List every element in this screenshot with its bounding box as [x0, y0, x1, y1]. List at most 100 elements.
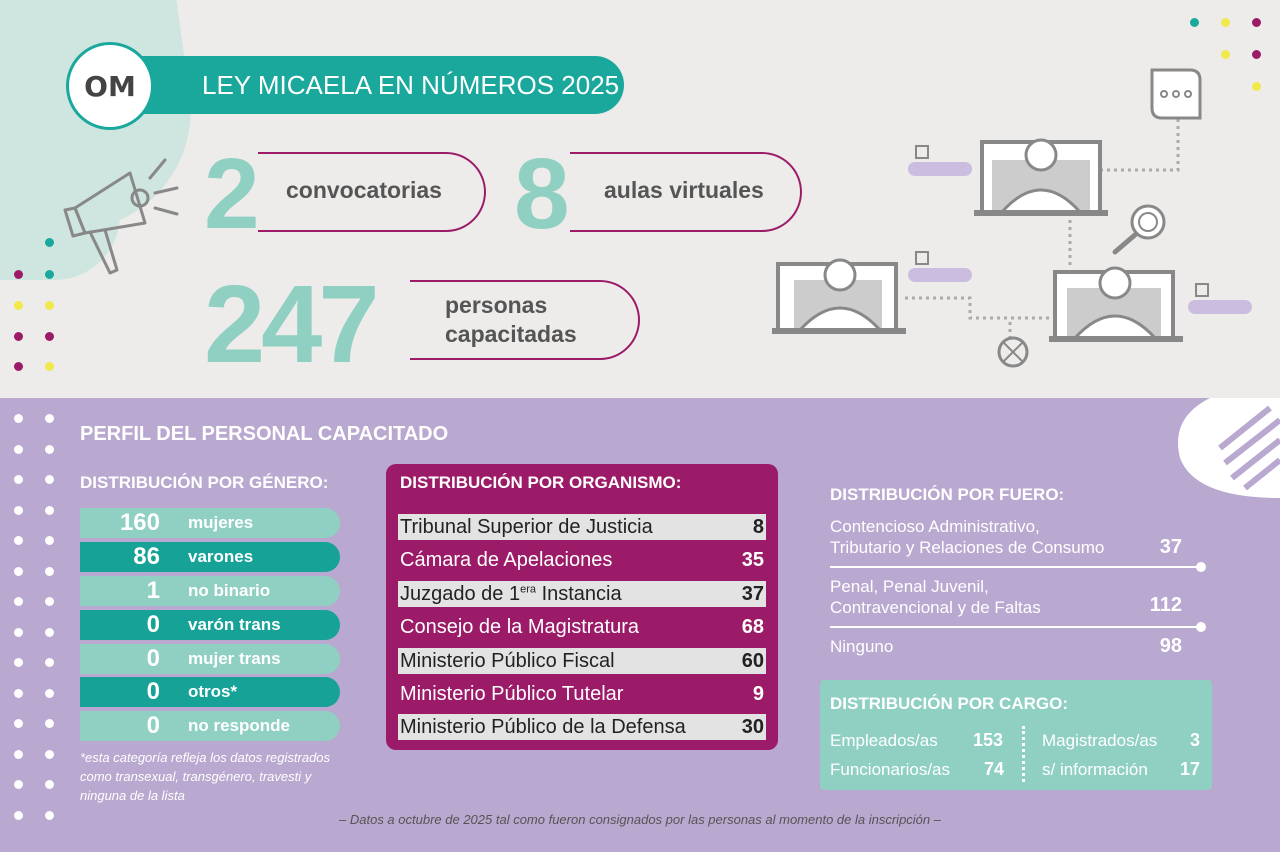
fuero-value: 98	[1159, 635, 1182, 657]
genero-row: 0 varón trans	[80, 610, 340, 640]
note-line: ninguna de la lista	[80, 788, 185, 803]
fuero-value: 37	[1159, 536, 1182, 558]
organismo-title: DISTRIBUCIÓN POR ORGANISMO:	[400, 473, 682, 492]
cargo-sin-info: s/ información 17	[1042, 759, 1200, 780]
genero-label: otros*	[188, 682, 238, 701]
genero-note: *esta categoría refleja los datos regist…	[80, 748, 370, 805]
decorative-dot	[45, 444, 54, 454]
organismo-row: Ministerio Público de la Defensa 30	[398, 714, 766, 740]
decorative-dot	[14, 810, 23, 820]
fuero-label: Contravencional y de Faltas	[830, 598, 1041, 617]
decorative-dot	[1221, 18, 1230, 27]
decorative-dot	[14, 719, 23, 728]
organismo-value: 35	[741, 548, 764, 571]
genero-row: 160 mujeres	[80, 508, 340, 538]
stat-convocatorias-label: convocatorias	[286, 177, 442, 203]
decorative-dot	[14, 505, 23, 515]
stat-aulas-value: 8	[514, 138, 570, 250]
organismo-panel	[386, 464, 778, 750]
organismo-label: Tribunal Superior de Justicia	[400, 515, 653, 538]
genero-value: 1	[146, 577, 160, 604]
decorative-dot	[14, 301, 23, 310]
fuero-row: Ninguno 98	[830, 636, 1202, 657]
cargo-value: 153	[973, 730, 1004, 750]
genero-label: no responde	[188, 716, 291, 735]
top-section: LEY MICAELA EN NÚMEROS 2025 OM 2 convoca…	[0, 0, 1280, 398]
organismo-value: 8	[752, 515, 764, 538]
fuero-label: Tributario y Relaciones de Consumo	[830, 538, 1105, 557]
cargo-value: 74	[984, 759, 1005, 779]
decorative-dot	[1221, 50, 1230, 59]
decorative-dot	[14, 362, 23, 371]
cargo-label: Funcionarios/as	[830, 760, 951, 779]
fuero-label: Contencioso Administrativo,	[830, 517, 1040, 536]
decorative-dot	[45, 414, 54, 423]
genero-row: 1 no binario	[80, 576, 340, 606]
cargo-empleados: Empleados/as 153	[830, 730, 1003, 751]
organismo-label: Juzgado de 1era Instancia	[400, 583, 622, 606]
cargo-label: Empleados/as	[830, 731, 938, 750]
genero-row: 0 no responde	[80, 711, 340, 741]
stat-frame	[410, 280, 640, 360]
om-logo: OM	[66, 42, 154, 130]
organismo-row: Juzgado de 1era Instancia 37	[398, 581, 766, 607]
decorative-dot	[1190, 18, 1199, 27]
stat-personas-value: 247	[204, 263, 380, 386]
decorative-dot	[14, 475, 23, 484]
genero-label: mujeres	[188, 513, 254, 532]
decorative-dot	[14, 658, 23, 667]
decorative-dot	[45, 505, 54, 515]
decorative-dot	[14, 780, 23, 789]
decorative-dot	[1252, 18, 1261, 27]
decorative-dot	[14, 749, 23, 759]
cargo-label: Magistrados/as	[1042, 731, 1158, 750]
decorative-dot	[45, 688, 54, 698]
organismo-value: 60	[741, 649, 764, 672]
decorative-dot	[45, 566, 54, 576]
stat-personas-label-2: capacitadas	[445, 321, 577, 347]
megaphone-icon	[63, 158, 179, 275]
genero-value: 86	[133, 543, 160, 570]
decorative-dot	[14, 414, 23, 423]
cargo-magistrados: Magistrados/as 3	[1042, 730, 1200, 751]
divider	[1022, 726, 1025, 782]
fuero-label: Penal, Penal Juvenil,	[830, 577, 989, 596]
footer-note: – Datos a octubre de 2025 tal como fuero…	[339, 812, 941, 827]
note-line: *esta categoría refleja los datos regist…	[80, 750, 331, 765]
decorative-dot	[45, 627, 54, 637]
stat-frame	[258, 152, 486, 232]
decorative-dot	[45, 749, 54, 759]
stat-convocatorias-value: 2	[204, 138, 260, 250]
fuero-row: Contencioso Administrativo, Tributario y…	[830, 516, 1202, 558]
genero-label: varón trans	[188, 615, 281, 634]
decorative-dot	[45, 658, 54, 667]
logo-text: OM	[84, 69, 136, 103]
note-line: como transexual, transgénero, travesti y	[80, 769, 312, 784]
genero-value: 0	[146, 645, 160, 672]
organismo-row: Consejo de la Magistratura 68	[398, 614, 766, 640]
organismo-label: Ministerio Público Tutelar	[400, 682, 624, 705]
organismo-value: 68	[741, 615, 764, 638]
decorative-dot	[14, 688, 23, 698]
organismo-value: 37	[741, 582, 764, 605]
page-title: LEY MICAELA EN NÚMEROS 2025	[110, 56, 624, 114]
decorative-dot	[1252, 50, 1261, 59]
cargo-panel	[820, 680, 1212, 790]
cargo-value: 17	[1180, 759, 1201, 779]
organismo-row: Ministerio Público Tutelar 9	[398, 681, 766, 707]
genero-row: 0 mujer trans	[80, 644, 340, 674]
decorative-dot	[14, 332, 23, 341]
decorative-dot	[14, 270, 23, 279]
decorative-dot	[1252, 82, 1261, 91]
cargo-value: 3	[1190, 730, 1201, 750]
decorative-blob	[0, 150, 120, 280]
fuero-label: Ninguno	[830, 637, 894, 656]
fuero-title: DISTRIBUCIÓN POR FUERO:	[830, 485, 1065, 504]
organismo-label: Cámara de Apelaciones	[400, 548, 613, 571]
decorative-dot	[45, 362, 54, 371]
stat-personas-label-1: personas	[445, 292, 548, 318]
decorative-dot	[45, 536, 54, 545]
fuero-value: 112	[1149, 594, 1182, 616]
page-title-text: LEY MICAELA EN NÚMEROS 2025	[202, 69, 620, 100]
organismo-label: Ministerio Público Fiscal	[400, 649, 615, 672]
